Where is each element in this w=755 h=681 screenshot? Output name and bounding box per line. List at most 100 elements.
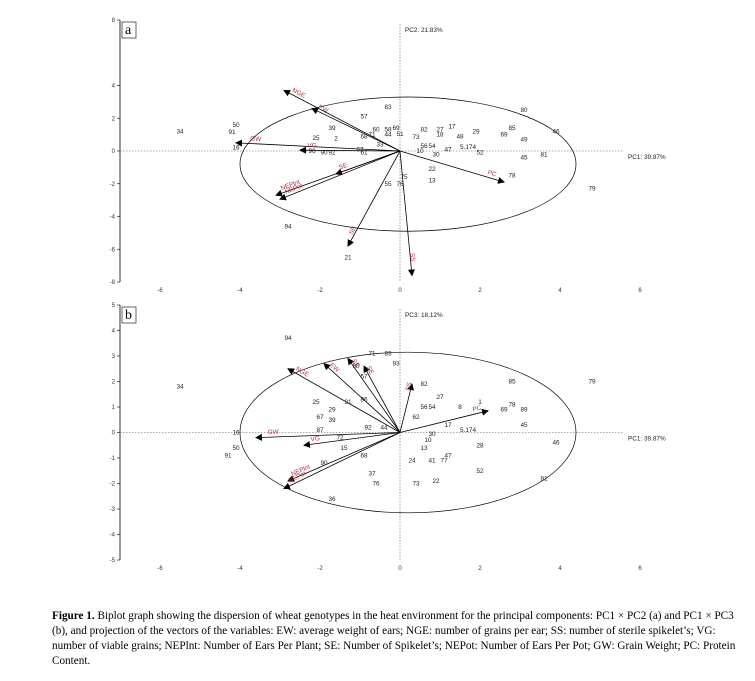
vector-label: PC (472, 404, 483, 413)
y-tick-label: -1 (110, 456, 116, 462)
genotype-label: 62 (412, 414, 420, 421)
genotype-label: 17 (444, 422, 452, 429)
genotype-label: 82 (420, 381, 428, 388)
panel-letter-box (121, 306, 137, 324)
genotype-label: 46 (552, 128, 560, 135)
genotype-label: 58 (384, 127, 392, 134)
vector-arrow (399, 383, 414, 433)
genotype-label: 54 (428, 404, 436, 411)
genotype-label: 21 (344, 399, 352, 406)
genotype-label: 24 (408, 458, 416, 465)
genotype-label: 94 (284, 335, 292, 342)
caption-text: Biplot graph showing the dispersion of w… (52, 610, 736, 667)
genotype-label: 83 (384, 350, 392, 357)
genotype-label: 75 (400, 174, 408, 181)
genotype-label: 71 (368, 350, 376, 357)
vector-label: SE (338, 162, 348, 171)
vector-label: VG (307, 142, 316, 149)
vector-arrow (299, 146, 401, 154)
genotype-label: 91 (228, 129, 236, 136)
genotype-label: 33 (376, 141, 384, 148)
genotype-label: 55 (384, 181, 392, 188)
genotype-label: 2 (334, 136, 338, 143)
x-tick-label: -4 (237, 288, 243, 294)
genotype-label: 51 (396, 131, 404, 138)
y-tick-label: 1 (112, 405, 116, 411)
vector-arrow (323, 362, 401, 433)
genotype-label: 49 (520, 137, 528, 144)
genotype-label: 27 (436, 127, 444, 134)
vector-label: EW (317, 104, 330, 115)
genotype-label: 77 (440, 458, 448, 465)
genotype-label: 17 (448, 123, 456, 130)
x-tick-label: 2 (478, 288, 482, 294)
genotype-label: 85 (508, 125, 516, 132)
genotype-label: 52 (476, 150, 484, 157)
genotype-label: 71 (368, 132, 376, 139)
vector-arrow (335, 150, 401, 176)
genotype-label: 44 (384, 132, 392, 139)
pc-top-label: PC3: 18.12% (405, 312, 443, 319)
genotype-label: 41 (428, 458, 436, 465)
vector-arrow (303, 432, 401, 448)
x-tick-label: 4 (558, 566, 562, 572)
y-tick-label: -8 (110, 280, 116, 286)
genotype-label: 52 (476, 468, 484, 475)
panel-letter-box (121, 21, 137, 39)
vector-arrow (363, 365, 401, 433)
vector-arrow (347, 357, 401, 433)
vector-arrow (283, 432, 401, 490)
vector-arrow (311, 107, 401, 152)
genotype-label: 21 (344, 254, 352, 261)
genotype-label: 92 (364, 424, 372, 431)
genotype-label: 96 (308, 148, 316, 155)
genotype-label: 15 (340, 445, 348, 452)
genotype-label: 50 (232, 445, 240, 452)
x-tick-label: 0 (398, 566, 402, 572)
genotype-label: 73 (412, 481, 420, 488)
genotype-label: 76 (372, 481, 380, 488)
genotype-label: 36 (328, 496, 336, 503)
genotype-label: 37 (368, 470, 376, 477)
x-tick-label: 6 (638, 566, 642, 572)
genotype-label: 67 (316, 414, 324, 421)
y-tick-label: -4 (110, 533, 116, 539)
vector-arrow (399, 408, 489, 433)
vector-label: VG (310, 435, 320, 443)
vector-label: SE (365, 365, 375, 376)
genotype-label: 29 (328, 407, 336, 414)
genotype-label: 13 (420, 445, 428, 452)
genotype-label: 92 (328, 150, 336, 157)
genotype-label: 57 (360, 114, 368, 121)
genotype-label: 45 (520, 155, 528, 162)
genotype-label: 39 (328, 125, 336, 132)
x-tick-label: -6 (157, 288, 163, 294)
genotype-label: 73 (412, 134, 420, 141)
genotype-label: 83 (384, 104, 392, 111)
genotype-label: 13 (428, 177, 436, 184)
pc-right-label: PC1: 39.87% (628, 154, 666, 161)
x-tick-label: 4 (558, 288, 562, 294)
genotype-label: 72 (336, 435, 344, 442)
genotype-label: 22 (428, 166, 436, 173)
x-tick-label: 2 (478, 566, 482, 572)
genotype-label: 50 (232, 122, 240, 129)
genotype-label: 5.174 (460, 427, 476, 434)
vector-label: PC (487, 169, 498, 178)
genotype-label: 82 (420, 127, 428, 134)
y-tick-label: 2 (112, 116, 116, 122)
genotype-label: 91 (224, 452, 232, 459)
y-tick-label: -3 (110, 507, 116, 513)
genotype-label: 29 (472, 128, 480, 135)
genotype-label: 5.174 (460, 144, 476, 151)
vector-label: SS (408, 253, 416, 262)
vector-arrow (283, 89, 401, 152)
genotype-label: 16 (232, 145, 240, 152)
y-tick-label: 2 (112, 380, 116, 386)
y-tick-label: 3 (112, 354, 116, 360)
vector-label: SS (405, 382, 414, 392)
genotype-label: 94 (284, 223, 292, 230)
genotype-label: 57 (360, 373, 368, 380)
genotype-label: 79 (588, 379, 596, 386)
